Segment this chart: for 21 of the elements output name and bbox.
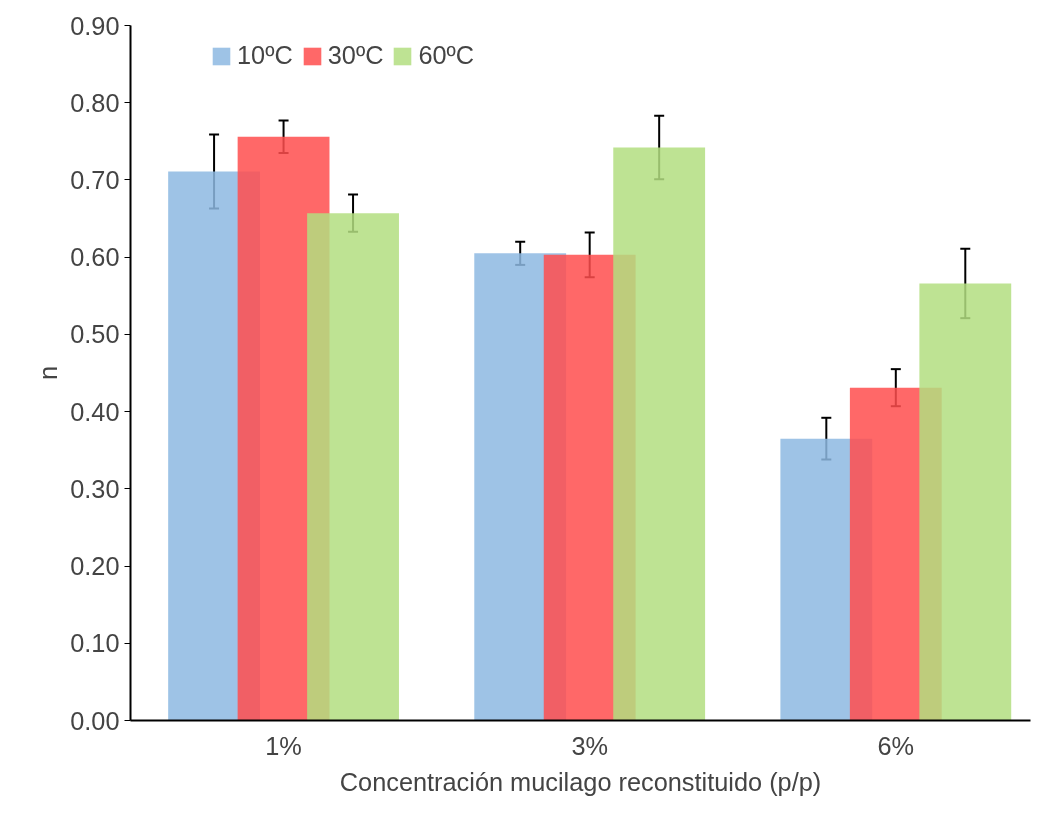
legend-label: 60ºC <box>418 41 475 70</box>
y-tick-label: 0.60 <box>70 243 120 272</box>
y-tick-label: 0.40 <box>70 397 120 426</box>
y-tick-label: 0.30 <box>70 474 120 503</box>
y-tick-label: 0.10 <box>70 629 120 658</box>
bar <box>307 213 399 721</box>
y-tick-label: 0.50 <box>70 320 120 349</box>
x-axis-title: Concentración mucilago reconstituido (p/p) <box>339 767 822 796</box>
x-tick-label: 1% <box>265 731 302 760</box>
legend-label: 30ºC <box>327 41 384 70</box>
y-tick-label: 0.80 <box>70 88 120 117</box>
x-tick-label: 3% <box>571 731 608 760</box>
x-tick-label: 6% <box>877 731 915 760</box>
y-tick-label: 0.20 <box>70 552 120 581</box>
y-tick-label: 0.00 <box>70 706 120 735</box>
bar <box>919 283 1012 721</box>
y-axis-title: n <box>34 365 63 381</box>
y-tick-label: 0.70 <box>70 165 120 194</box>
y-tick-label: 0.90 <box>70 11 120 40</box>
legend-label: 10ºC <box>237 41 293 70</box>
bar <box>613 147 706 721</box>
